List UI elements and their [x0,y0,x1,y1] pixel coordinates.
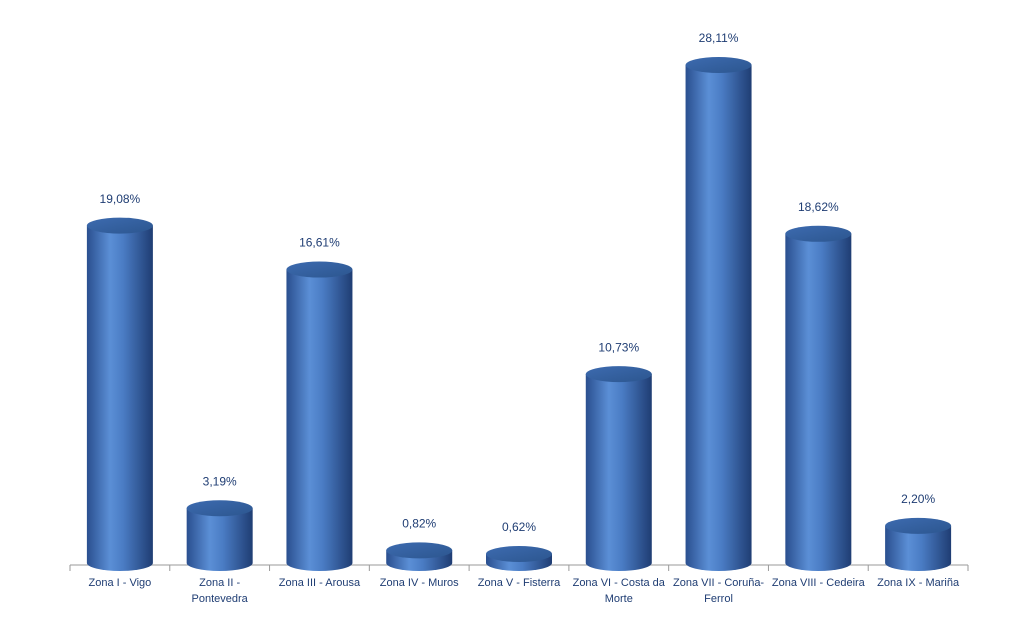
bar-top [885,517,952,534]
bar [186,508,253,571]
bar-top [186,500,253,517]
value-label: 0,62% [502,520,536,534]
value-label: 28,11% [699,31,739,45]
bar-top [86,217,153,234]
bar-top [785,225,852,242]
x-tick-label: Zona IV - Muros [379,577,459,589]
bar [685,65,752,571]
value-label: 18,62% [798,200,839,214]
x-tick-label: Zona VIII - Cedeira [771,577,865,589]
bar [885,525,952,571]
value-label: 2,20% [901,492,935,506]
bar [785,233,852,571]
x-tick-label: Zona V - Fisterra [477,577,561,589]
x-tick-label: Zona VI - Costa da Morte [572,577,665,605]
value-label: 16,61% [299,236,340,250]
bar-top [486,545,552,562]
x-tick-label: Zona VII - Coruña-Ferrol [673,577,765,605]
x-tick-label: Zona IX - Mariña [877,577,960,589]
bar-top [585,366,652,383]
x-tick-label: Zona II - Pontevedra [191,577,248,605]
bar [286,269,353,571]
bar [585,374,652,571]
bar-top [286,261,353,278]
value-label: 0,82% [402,517,436,531]
value-label: 10,73% [598,340,639,354]
value-label: 19,08% [100,192,141,206]
bar-top [386,542,453,559]
bar-top [685,57,752,73]
value-label: 3,19% [203,474,237,488]
x-tick-label: Zona III - Arousa [278,577,361,589]
x-tick-label: Zona I - Vigo [88,577,152,589]
bar [86,225,153,571]
